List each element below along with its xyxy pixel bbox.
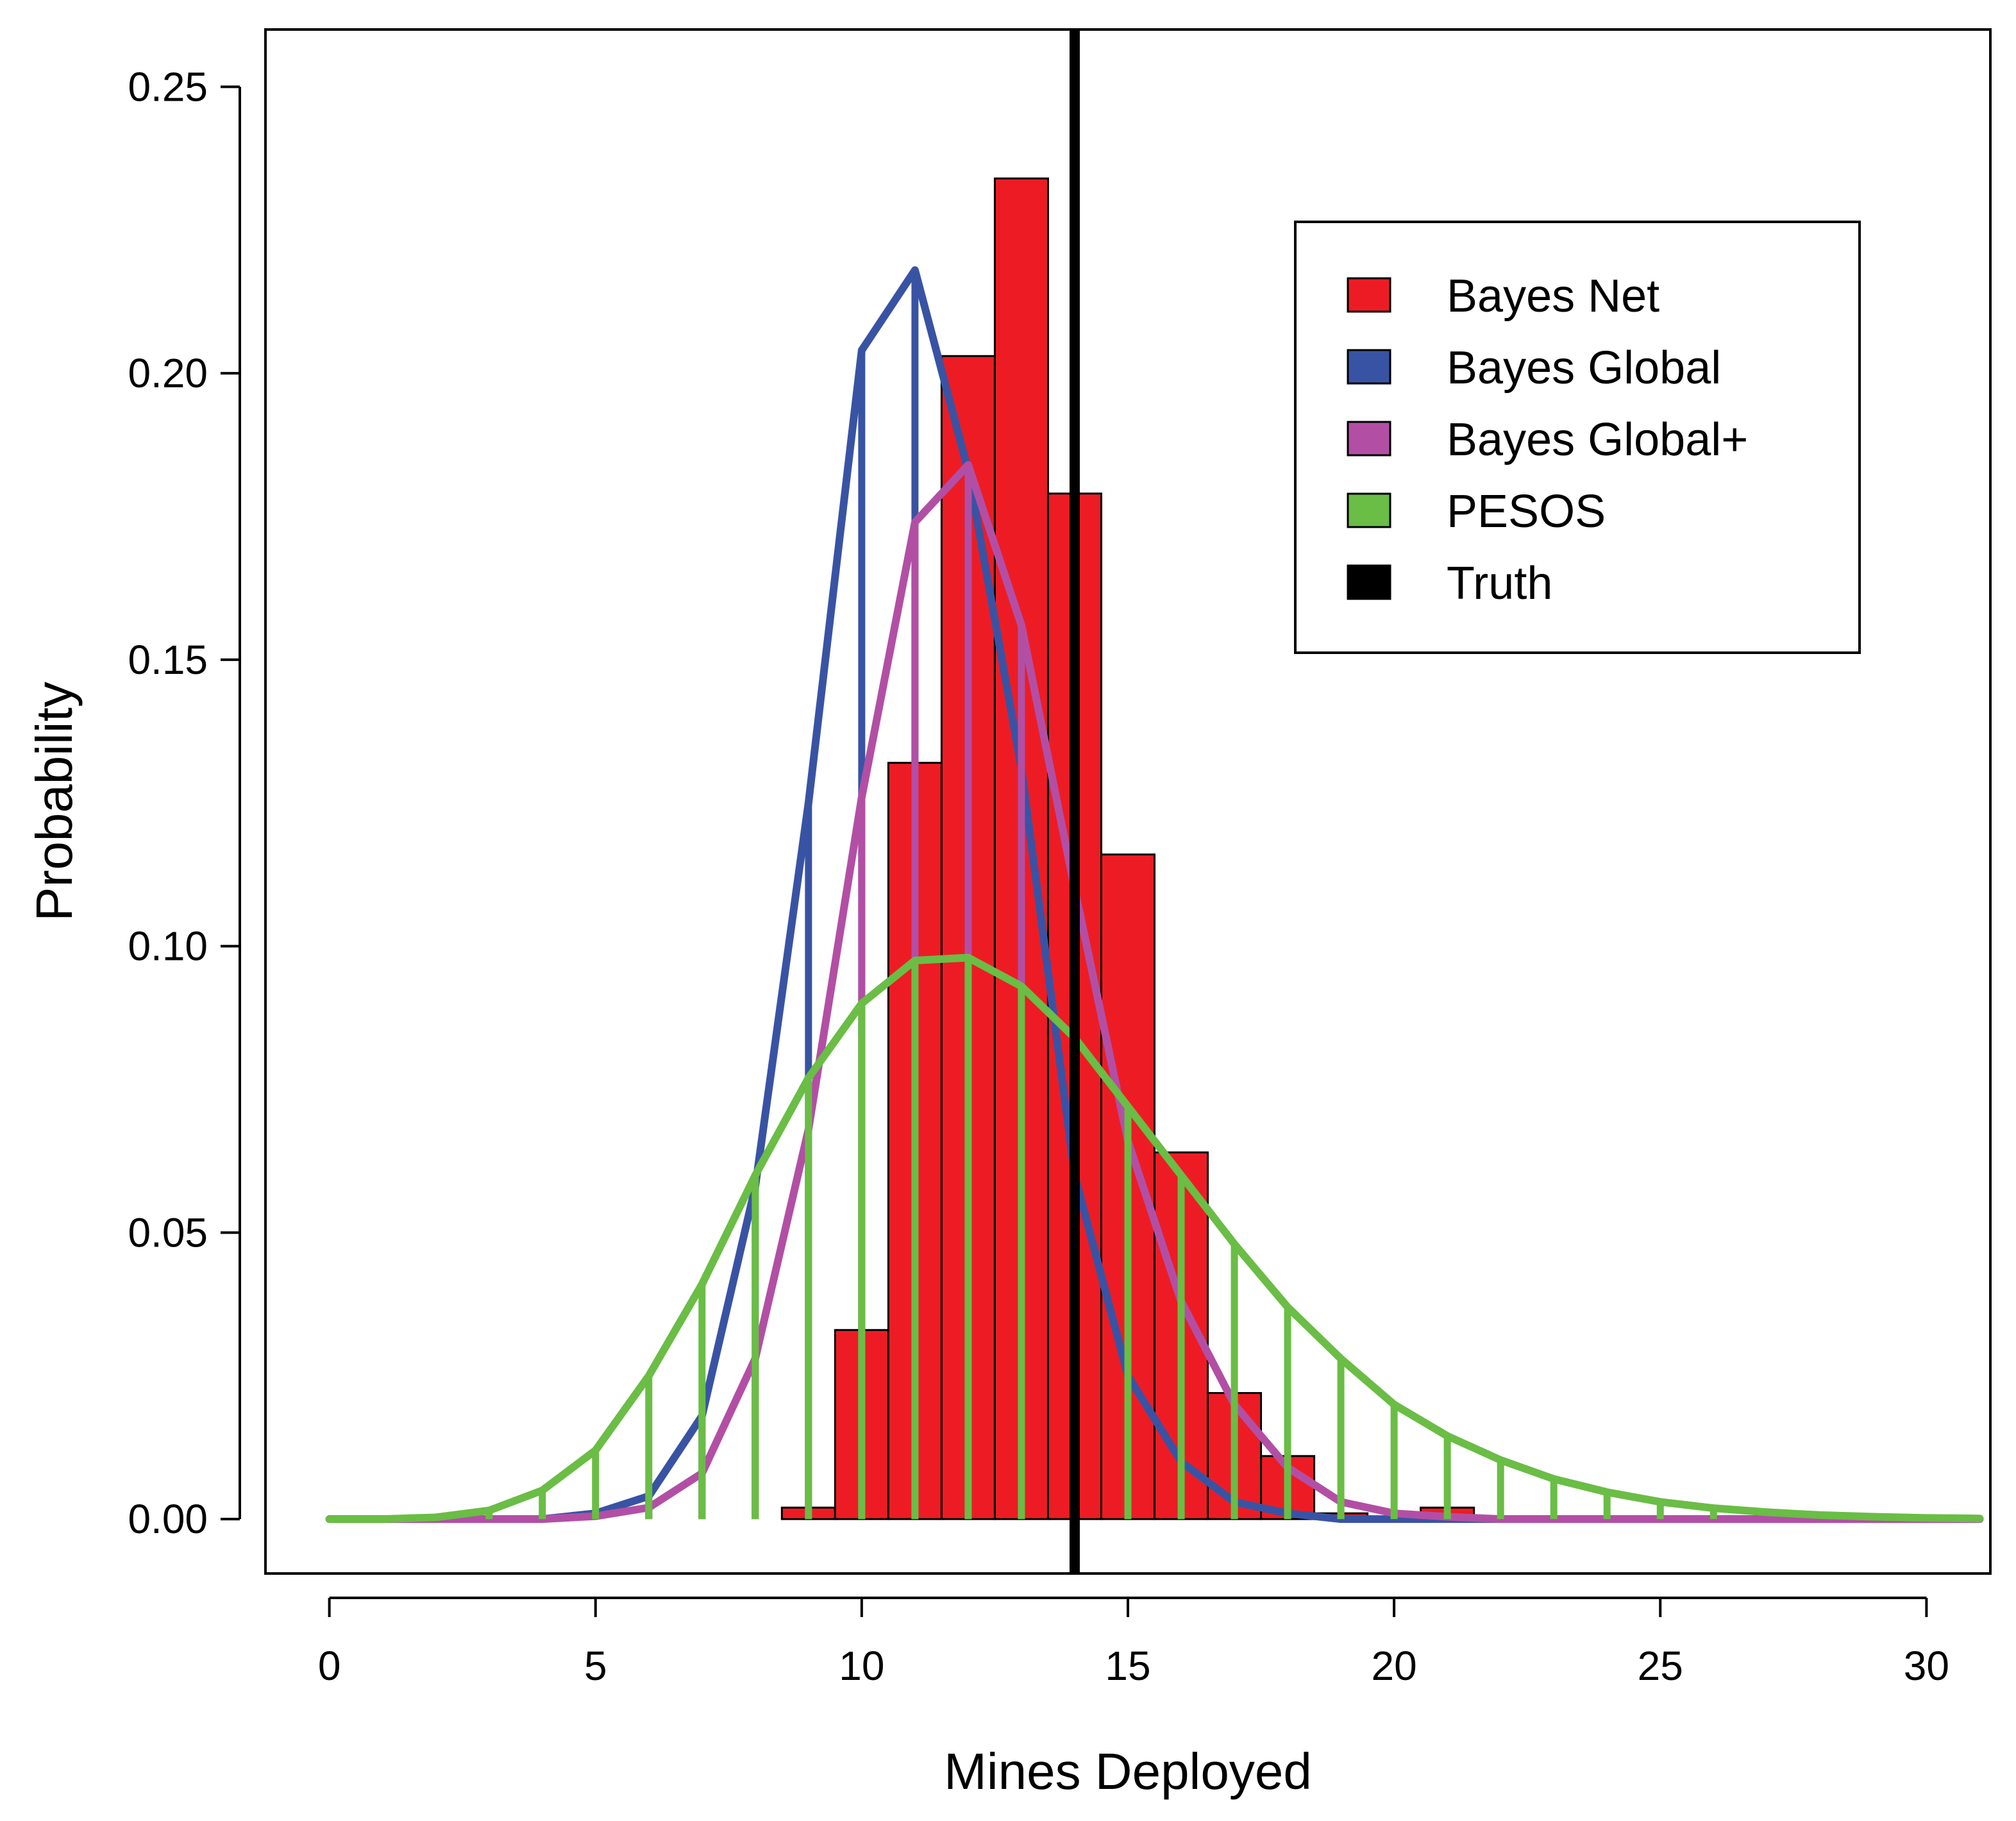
y-tick-label: 0.15 [128, 637, 208, 683]
bayes-global-plus-line [325, 461, 1984, 1523]
legend-swatch-bayes-global [1347, 349, 1391, 385]
x-axis-title: Mines Deployed [944, 1743, 1312, 1800]
pesos-line [325, 953, 1984, 1523]
y-tick-label: 0.20 [128, 350, 208, 396]
legend: Bayes Net Bayes Global Bayes Global+ PESOS T… [1294, 221, 1861, 654]
legend-label-bayes-global-plus: Bayes Global+ [1447, 414, 1748, 466]
x-tick-label: 25 [1638, 1643, 1683, 1689]
x-tick-label: 5 [584, 1643, 607, 1689]
legend-label-pesos: PESOS [1447, 486, 1606, 537]
y-axis-title: Probability [26, 682, 83, 921]
legend-swatch-bayes-global-plus [1347, 421, 1391, 457]
x-tick-label: 30 [1904, 1643, 1949, 1689]
y-tick-label: 0.00 [128, 1496, 208, 1542]
plot-frame [264, 28, 1992, 1575]
legend-label-bayes-net: Bayes Net [1447, 271, 1659, 322]
x-tick-label: 0 [318, 1643, 341, 1689]
legend-label-truth: Truth [1447, 558, 1552, 609]
legend-swatch-truth [1347, 564, 1391, 600]
y-tick-label: 0.05 [128, 1209, 208, 1255]
y-axis: 0.00 0.05 0.10 0.15 0.20 0.25 [128, 63, 241, 1542]
x-tick-label: 20 [1372, 1643, 1417, 1689]
x-tick-label: 15 [1105, 1643, 1150, 1689]
y-tick-label: 0.10 [128, 923, 208, 969]
legend-swatch-pesos [1347, 492, 1391, 528]
legend-swatch-bayes-net [1347, 277, 1391, 313]
x-axis: 0 5 10 15 20 25 30 [318, 1597, 1949, 1689]
y-tick-label: 0.25 [128, 63, 208, 110]
legend-label-bayes-global: Bayes Global [1447, 342, 1721, 394]
x-tick-label: 10 [839, 1643, 884, 1689]
